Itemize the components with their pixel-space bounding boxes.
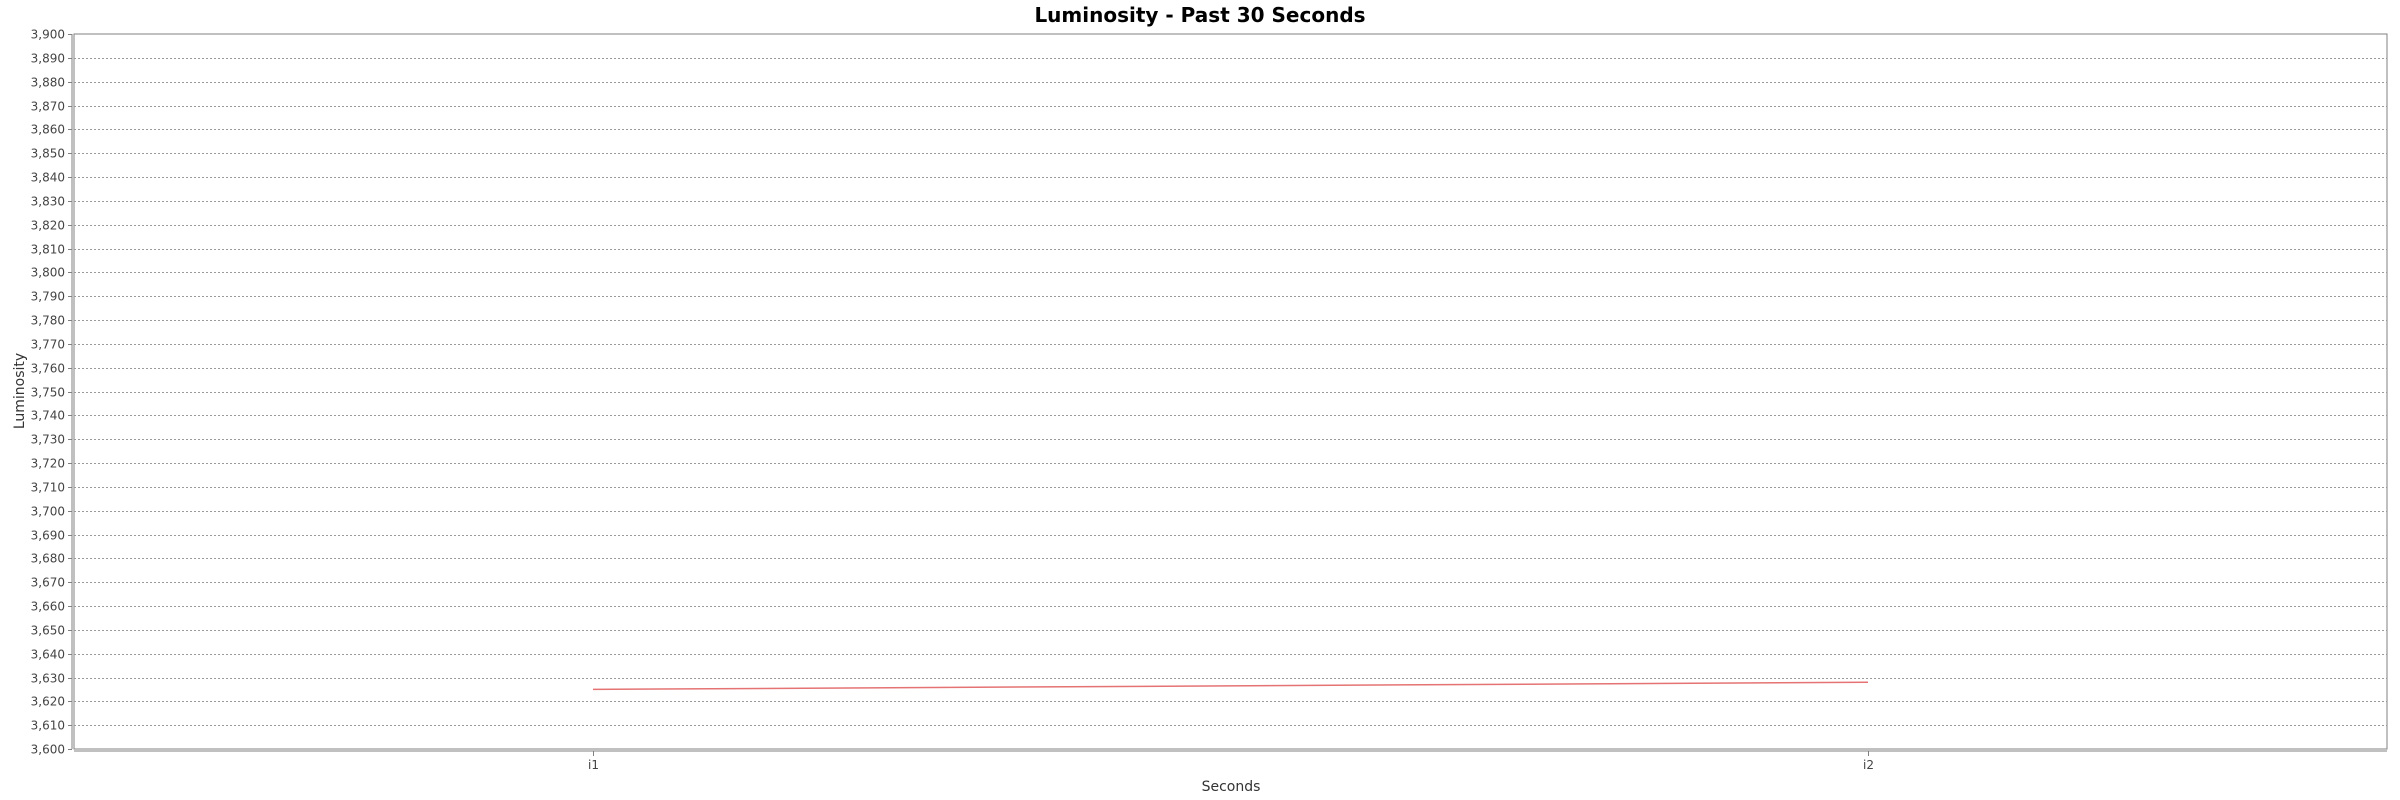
y-tick-label: 3,650 bbox=[31, 624, 65, 638]
y-tick-label: 3,900 bbox=[31, 28, 65, 42]
y-tick-label: 3,890 bbox=[31, 52, 65, 66]
y-tick-label: 3,870 bbox=[31, 100, 65, 114]
y-tick-label: 3,630 bbox=[31, 672, 65, 686]
x-tick-label: i1 bbox=[588, 758, 599, 772]
y-tick-label: 3,860 bbox=[31, 123, 65, 137]
plot-area bbox=[73, 33, 2388, 750]
y-tick-label: 3,710 bbox=[31, 481, 65, 495]
y-tick-label: 3,840 bbox=[31, 171, 65, 185]
y-tick-label: 3,800 bbox=[31, 266, 65, 280]
x-axis-label: Seconds bbox=[1202, 779, 1261, 795]
chart-title: Luminosity - Past 30 Seconds bbox=[1034, 3, 1365, 27]
y-axis-label: Luminosity bbox=[12, 353, 28, 429]
y-tick-label: 3,600 bbox=[31, 743, 65, 757]
y-tick-label: 3,670 bbox=[31, 576, 65, 590]
y-tick-label: 3,730 bbox=[31, 433, 65, 447]
y-tick-label: 3,850 bbox=[31, 147, 65, 161]
y-tick-label: 3,830 bbox=[31, 195, 65, 209]
y-tick-label: 3,740 bbox=[31, 409, 65, 423]
y-tick-label: 3,750 bbox=[31, 386, 65, 400]
y-tick-label: 3,680 bbox=[31, 552, 65, 566]
y-tick-label: 3,880 bbox=[31, 76, 65, 90]
y-tick-label: 3,780 bbox=[31, 314, 65, 328]
y-axis-ticks: 3,600 3,610 3,620 3,630 3,640 3,650 3,660 3,670… bbox=[31, 28, 72, 757]
grid-lines bbox=[74, 58, 2387, 726]
y-tick-label: 3,770 bbox=[31, 338, 65, 352]
y-tick-label: 3,810 bbox=[31, 243, 65, 257]
y-tick-label: 3,660 bbox=[31, 600, 65, 614]
y-tick-label: 3,620 bbox=[31, 695, 65, 709]
y-tick-label: 3,690 bbox=[31, 529, 65, 543]
y-tick-label: 3,640 bbox=[31, 648, 65, 662]
x-tick-label: i2 bbox=[1863, 758, 1874, 772]
series-layer bbox=[592, 681, 1869, 691]
y-tick-label: 3,820 bbox=[31, 219, 65, 233]
y-tick-label: 3,720 bbox=[31, 457, 65, 471]
y-tick-label: 3,790 bbox=[31, 290, 65, 304]
series-line bbox=[592, 681, 1869, 691]
x-axis-ticks: i1 i2 bbox=[588, 751, 1874, 772]
y-tick-label: 3,760 bbox=[31, 362, 65, 376]
y-tick-label: 3,610 bbox=[31, 719, 65, 733]
y-tick-label: 3,700 bbox=[31, 505, 65, 519]
